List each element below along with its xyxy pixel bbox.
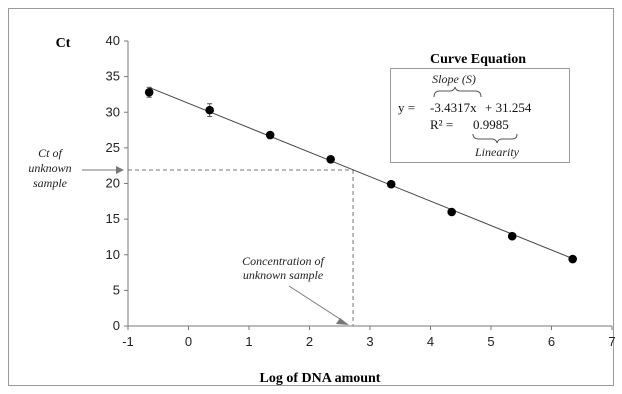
y-tick-label: 25 xyxy=(106,140,120,155)
x-tick-label: 7 xyxy=(608,334,615,349)
data-point xyxy=(326,154,335,164)
equation-intercept: + 31.254 xyxy=(485,100,532,115)
x-tick-label: 2 xyxy=(306,334,313,349)
equation-box-frame xyxy=(390,68,570,163)
y-tick-label: 20 xyxy=(106,176,120,191)
equation-y: y = xyxy=(398,100,415,115)
concentration-arrow xyxy=(288,285,344,322)
data-points xyxy=(144,86,577,264)
concentration-annotation: Concentration of unknown sample xyxy=(242,254,349,325)
concentration-line2: unknown sample xyxy=(243,268,324,282)
x-tick-label: 0 xyxy=(185,334,192,349)
linearity-label: Linearity xyxy=(474,145,520,159)
x-tick-label: 6 xyxy=(548,334,555,349)
chart-border xyxy=(8,8,614,386)
trendline-group xyxy=(148,86,573,260)
x-tick-label: 5 xyxy=(487,334,494,349)
ct-unknown-annotation: Ct of unknown sample xyxy=(28,146,124,190)
data-point xyxy=(144,88,154,97)
y-tick-label: 30 xyxy=(106,104,120,119)
equation-title: Curve Equation xyxy=(430,52,526,67)
r2-label: R² = xyxy=(430,117,453,132)
data-point xyxy=(447,207,456,217)
data-point xyxy=(568,254,577,264)
y-tick-label: 0 xyxy=(113,318,120,333)
equation-box: Curve Equation Slope (S) y = -3.4317x + … xyxy=(390,52,570,163)
r2-value: 0.9985 xyxy=(473,117,509,132)
unknown-sample-guides xyxy=(128,169,354,326)
y-tick-label: 15 xyxy=(106,211,120,226)
ct-unknown-arrowhead xyxy=(116,166,124,174)
data-point xyxy=(386,179,396,189)
data-point xyxy=(507,231,517,241)
y-tick-label: 5 xyxy=(113,282,120,297)
x-tick-label: 3 xyxy=(366,334,373,349)
y-tick-label: 10 xyxy=(106,247,120,262)
slope-label: Slope (S) xyxy=(432,72,476,86)
ct-unknown-line3: sample xyxy=(33,176,68,190)
y-axis-title: Ct xyxy=(56,36,71,51)
x-axis-title: Log of DNA amount xyxy=(260,371,381,386)
equation-slope: -3.4317x xyxy=(430,100,477,115)
linearity-brace xyxy=(472,133,518,144)
data-point xyxy=(205,105,214,115)
concentration-line1: Concentration of xyxy=(242,254,325,268)
y-tick-label: 35 xyxy=(106,69,120,84)
y-tick-label: 40 xyxy=(106,33,120,48)
concentration-arrowhead xyxy=(336,318,349,325)
trendline xyxy=(148,86,573,260)
x-tick-label: -1 xyxy=(122,334,134,349)
x-tick-label: 4 xyxy=(427,334,434,349)
x-tick-label: 1 xyxy=(245,334,252,349)
ct-unknown-line2: unknown xyxy=(28,161,71,175)
slope-brace xyxy=(433,86,482,98)
data-point xyxy=(265,130,275,140)
ct-unknown-line1: Ct of xyxy=(38,146,63,160)
